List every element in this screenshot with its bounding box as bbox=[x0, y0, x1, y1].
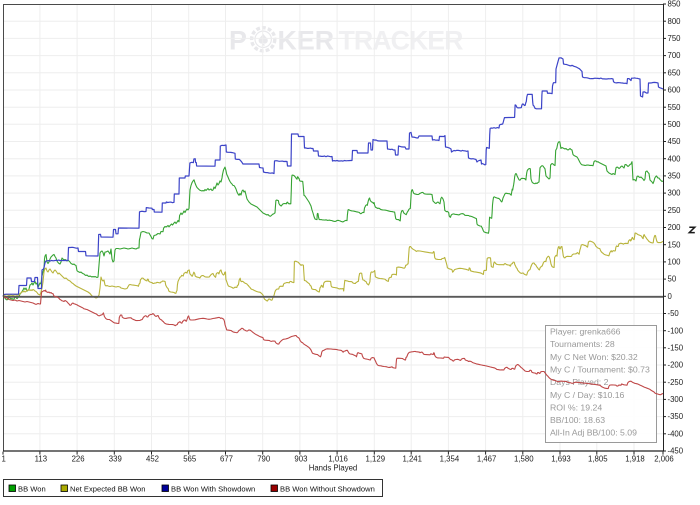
svg-text:-250: -250 bbox=[668, 378, 684, 387]
svg-text:450: 450 bbox=[668, 137, 682, 146]
svg-text:226: 226 bbox=[72, 455, 85, 464]
svg-text:200: 200 bbox=[668, 223, 682, 232]
svg-text:0: 0 bbox=[668, 292, 673, 301]
svg-text:150: 150 bbox=[668, 240, 682, 249]
svg-text:565: 565 bbox=[183, 455, 197, 464]
svg-text:-400: -400 bbox=[668, 429, 684, 438]
svg-text:300: 300 bbox=[668, 189, 682, 198]
svg-text:-50: -50 bbox=[668, 309, 680, 318]
svg-text:Hands Played: Hands Played bbox=[309, 464, 358, 473]
svg-text:BB Won With Showdown: BB Won With Showdown bbox=[171, 485, 255, 494]
svg-text:500: 500 bbox=[668, 120, 682, 129]
svg-text:My C / Day: $10.16: My C / Day: $10.16 bbox=[550, 390, 625, 400]
svg-text:650: 650 bbox=[668, 68, 682, 77]
svg-text:677: 677 bbox=[220, 455, 233, 464]
svg-text:-100: -100 bbox=[668, 326, 684, 335]
svg-text:-450: -450 bbox=[668, 447, 684, 456]
svg-text:700: 700 bbox=[668, 51, 682, 60]
svg-text:750: 750 bbox=[668, 34, 682, 43]
svg-text:903: 903 bbox=[294, 455, 307, 464]
svg-text:1,693: 1,693 bbox=[551, 455, 571, 464]
svg-text:452: 452 bbox=[146, 455, 159, 464]
svg-text:800: 800 bbox=[668, 17, 682, 26]
svg-text:350: 350 bbox=[668, 172, 682, 181]
svg-text:339: 339 bbox=[109, 455, 122, 464]
svg-text:1,354: 1,354 bbox=[440, 455, 460, 464]
svg-text:2,006: 2,006 bbox=[654, 455, 674, 464]
svg-text:KER: KER bbox=[278, 26, 335, 56]
svg-text:1: 1 bbox=[2, 455, 6, 464]
svg-text:1,129: 1,129 bbox=[366, 455, 386, 464]
svg-text:50: 50 bbox=[668, 275, 677, 284]
svg-text:850: 850 bbox=[668, 0, 682, 9]
svg-text:600: 600 bbox=[668, 86, 682, 95]
svg-text:TRACKER: TRACKER bbox=[339, 26, 464, 56]
svg-text:-150: -150 bbox=[668, 343, 684, 352]
svg-text:BB Won Without Showdown: BB Won Without Showdown bbox=[280, 485, 375, 494]
svg-text:250: 250 bbox=[668, 206, 682, 215]
svg-text:ROI %: 19.24: ROI %: 19.24 bbox=[550, 402, 602, 412]
svg-text:100: 100 bbox=[668, 258, 682, 267]
svg-text:-350: -350 bbox=[668, 412, 684, 421]
svg-text:1,580: 1,580 bbox=[514, 455, 534, 464]
svg-text:Net Expected BB Won: Net Expected BB Won bbox=[70, 485, 145, 494]
svg-text:790: 790 bbox=[257, 455, 271, 464]
svg-text:Tournaments: 28: Tournaments: 28 bbox=[550, 339, 615, 349]
svg-text:1,467: 1,467 bbox=[477, 455, 497, 464]
svg-text:Player: grenka666: Player: grenka666 bbox=[550, 327, 621, 337]
svg-text:1,918: 1,918 bbox=[625, 455, 645, 464]
svg-text:400: 400 bbox=[668, 154, 682, 163]
svg-text:All-In Adj BB/100: 5.09: All-In Adj BB/100: 5.09 bbox=[550, 428, 637, 438]
svg-text:1,016: 1,016 bbox=[328, 455, 348, 464]
svg-text:113: 113 bbox=[35, 455, 47, 464]
svg-text:-300: -300 bbox=[668, 395, 684, 404]
svg-text:550: 550 bbox=[668, 103, 682, 112]
svg-text:1,805: 1,805 bbox=[588, 455, 608, 464]
svg-text:-200: -200 bbox=[668, 361, 684, 370]
svg-text:1,241: 1,241 bbox=[402, 455, 422, 464]
svg-text:My C / Tournament: $0.73: My C / Tournament: $0.73 bbox=[550, 364, 650, 374]
svg-text:BB Won: BB Won bbox=[18, 485, 46, 494]
svg-text:P: P bbox=[229, 26, 247, 56]
svg-text:BB/100: 18.63: BB/100: 18.63 bbox=[550, 415, 605, 425]
svg-text:My C Net Won: $20.32: My C Net Won: $20.32 bbox=[550, 352, 638, 362]
